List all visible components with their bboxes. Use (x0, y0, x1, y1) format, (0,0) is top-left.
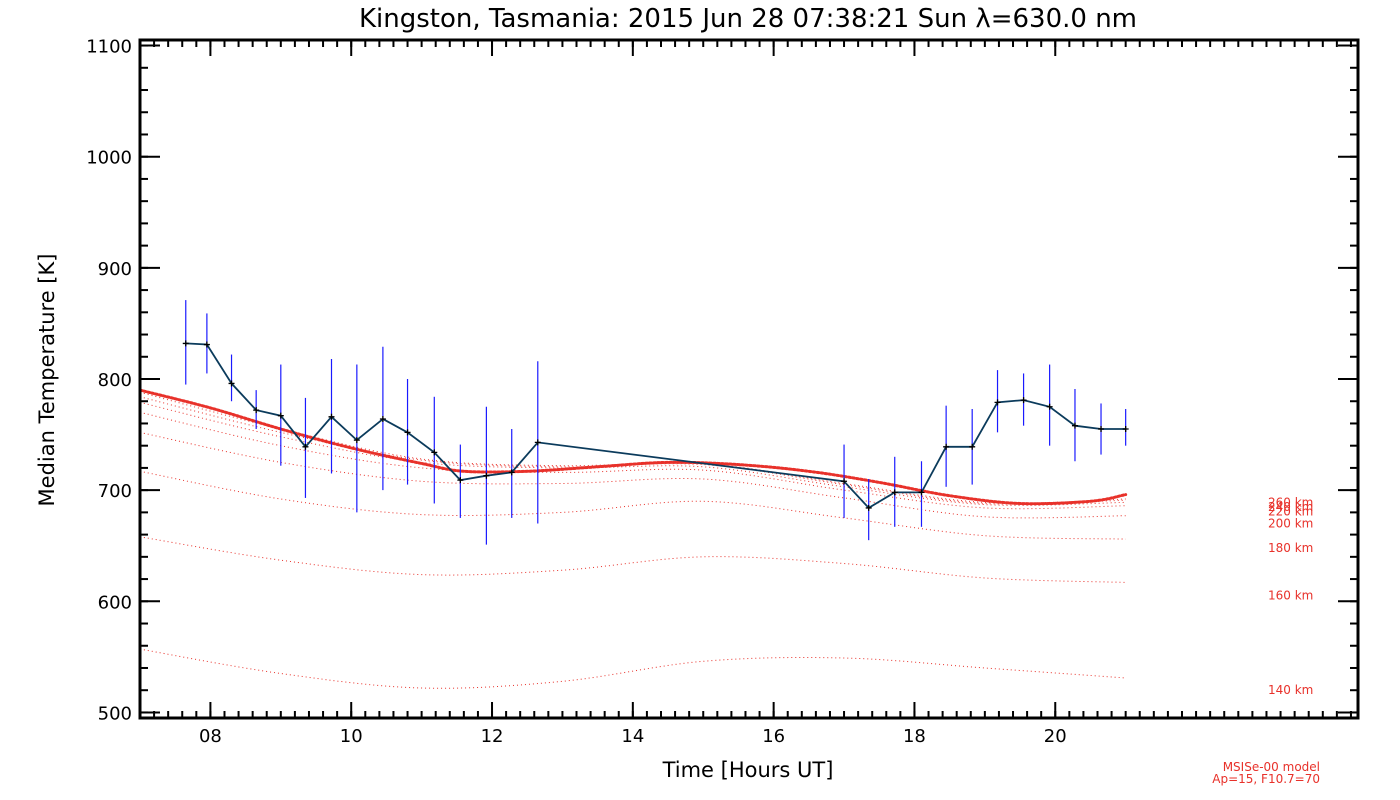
data-point (379, 416, 386, 423)
data-point (431, 449, 438, 456)
x-tick-label: 16 (762, 726, 785, 747)
data-point (1098, 426, 1105, 433)
y-tick-label: 700 (98, 481, 132, 502)
model-curve-180-km (139, 470, 1126, 540)
model-curve-240-km (139, 401, 1126, 506)
data-point (1046, 403, 1053, 410)
model-label-140-km: 140 km (1268, 683, 1313, 697)
x-tick-label: 14 (621, 726, 644, 747)
x-tick-label: 18 (903, 726, 926, 747)
y-tick-label: 900 (98, 259, 132, 280)
data-point (404, 429, 411, 436)
model-label-200-km: 200 km (1268, 516, 1313, 530)
chart-title: Kingston, Tasmania: 2015 Jun 28 07:38:21… (359, 4, 1137, 34)
data-point (277, 412, 284, 419)
y-axis-label: Median Temperature [K] (35, 254, 59, 507)
model-curve-200-km (139, 431, 1126, 519)
x-axis-label: Time [Hours UT] (662, 758, 834, 782)
x-tick-label: 20 (1044, 726, 1067, 747)
model-note-line2: Ap=15, F10.7=70 (1212, 772, 1320, 786)
data-point (891, 489, 898, 496)
data-point (182, 340, 189, 347)
model-label-160-km: 160 km (1268, 589, 1313, 603)
data-series (182, 300, 1129, 545)
model-label-260-km: 260 km (1268, 495, 1313, 509)
model-curve-140-km (139, 648, 1126, 689)
x-tick-label: 12 (481, 726, 504, 747)
data-point (457, 477, 464, 484)
data-point (1020, 397, 1027, 404)
data-point (865, 504, 872, 511)
x-tick-label: 10 (340, 726, 363, 747)
data-point (918, 489, 925, 496)
x-tick-label: 08 (199, 726, 222, 747)
temperature-line (185, 342, 1126, 510)
model-label-240-km: 240 km (1268, 500, 1313, 514)
y-tick-label: 800 (98, 370, 132, 391)
data-point (508, 469, 515, 476)
y-tick-label: 1100 (86, 37, 132, 58)
model-label-220-km: 220 km (1268, 504, 1313, 518)
data-point (1122, 426, 1129, 433)
axes: 08 10 12 14 16 18 20 500 600 700 800 900 1000 1100 (86, 37, 1360, 747)
plot-frame (138, 38, 1360, 720)
y-tick-label: 500 (98, 703, 132, 724)
model-curve-160-km (139, 536, 1126, 583)
data-point (841, 478, 848, 485)
model-label-180-km: 180 km (1268, 541, 1313, 555)
data-point (353, 437, 360, 444)
model-note-line1: MSISe-00 model (1223, 760, 1320, 774)
data-point (302, 443, 309, 450)
data-point (203, 341, 210, 348)
data-point (328, 413, 335, 420)
data-point (228, 380, 235, 387)
data-point (969, 443, 976, 450)
model-best-fit-curve (138, 388, 1128, 506)
data-point (534, 439, 541, 446)
model-curve-220-km (139, 411, 1126, 510)
data-point (1071, 422, 1078, 429)
y-tick-label: 600 (98, 592, 132, 613)
data-point (943, 443, 950, 450)
data-point (483, 472, 490, 479)
data-point (994, 399, 1001, 406)
data-point (253, 407, 260, 414)
y-tick-label: 1000 (86, 148, 132, 169)
model-curve-280-km (139, 391, 1126, 504)
model-curve-260-km (139, 396, 1126, 505)
